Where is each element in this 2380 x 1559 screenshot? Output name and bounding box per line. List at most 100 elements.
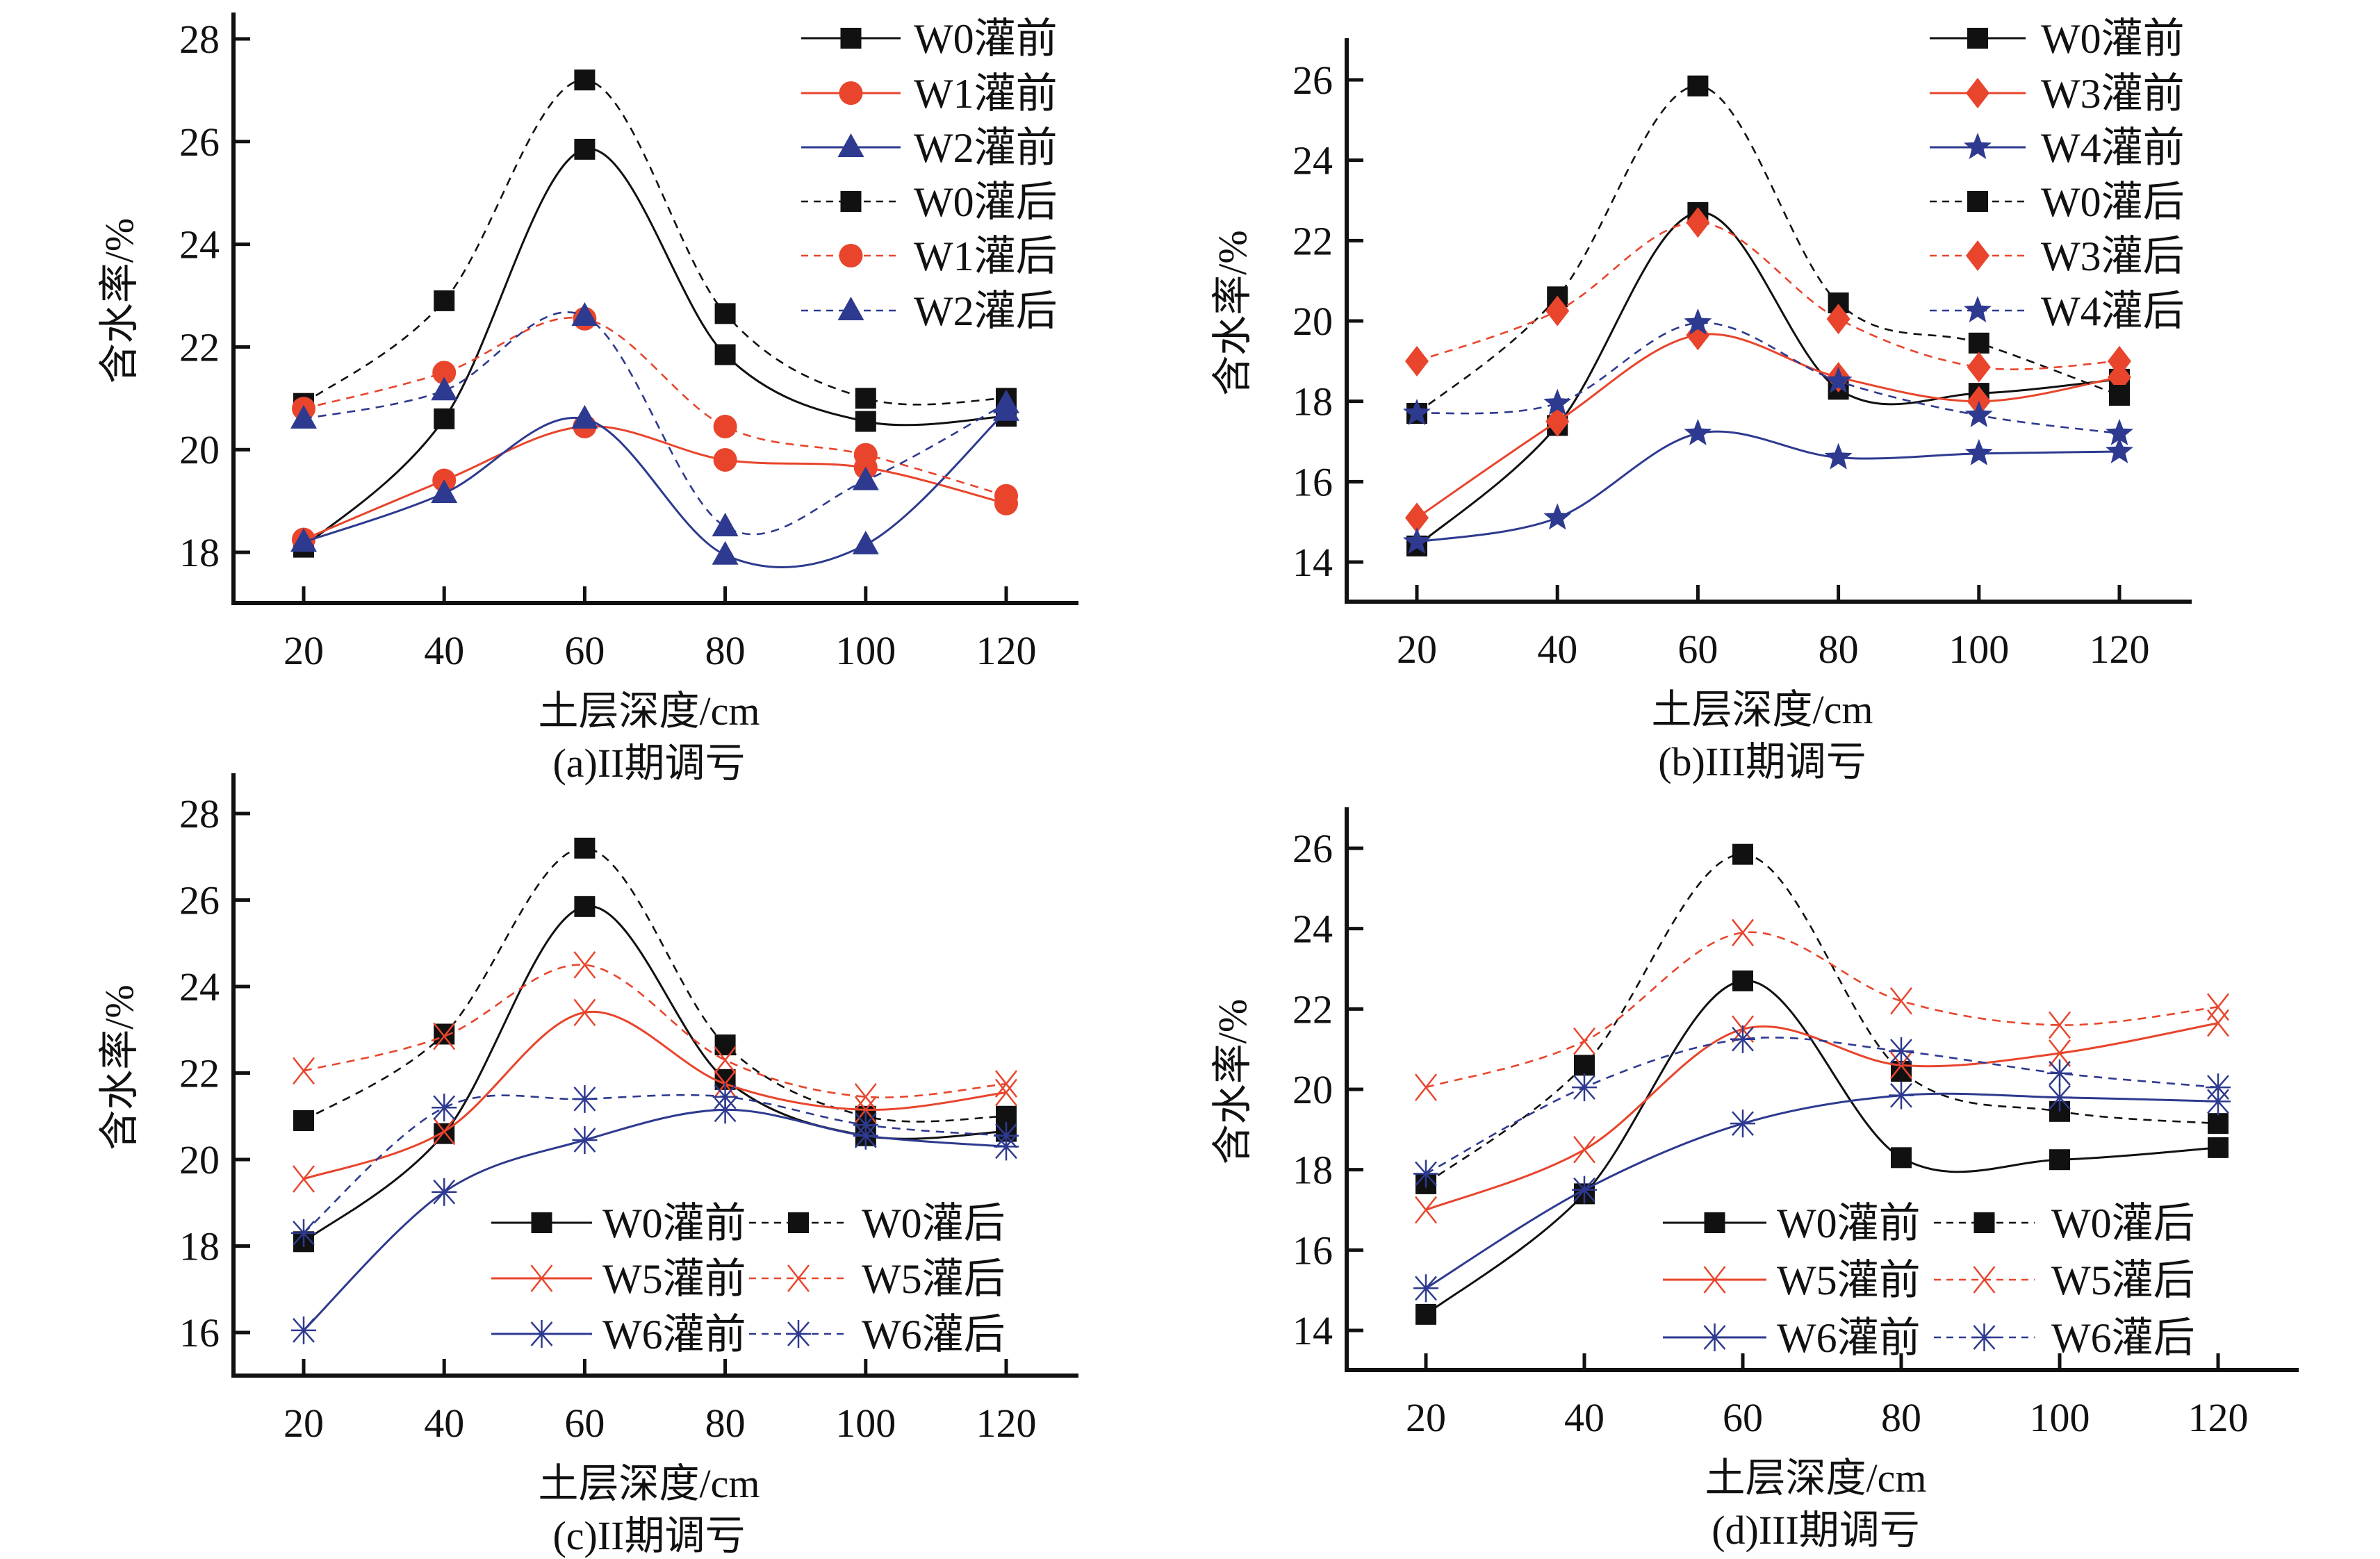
legend-item: W3灌后: [1930, 233, 2185, 279]
y-tick-label: 20: [179, 1137, 220, 1182]
series-W6灌后: [1413, 1025, 2231, 1188]
data-point-star: [1684, 418, 1712, 445]
series-W0灌前: [1415, 970, 2229, 1325]
data-point-square: [2208, 1113, 2229, 1135]
data-point-square: [574, 69, 596, 91]
legend-marker-diamond: [1966, 240, 1989, 271]
data-point-triangle: [852, 530, 879, 554]
x-tick-label: 120: [2090, 627, 2150, 672]
x-tick-label: 120: [976, 1401, 1037, 1446]
data-point-x: [573, 998, 596, 1027]
data-point-asterisk: [1413, 1160, 1438, 1188]
y-tick-label: 20: [1292, 1067, 1333, 1112]
y-tick-label: 14: [1292, 540, 1333, 585]
y-tick-label: 16: [1292, 1228, 1333, 1273]
panel-b: 20 40 60 80 100 120 14 16 18 20 22 24 26 土层深度/cm 含水率/%…: [1210, 16, 2192, 784]
legend-label: W4灌后: [2041, 288, 2185, 334]
series-W4灌后: [1403, 308, 2133, 445]
series-line: [303, 425, 1007, 541]
legend-label: W0灌后: [2051, 1201, 2195, 1246]
data-point-asterisk: [1889, 1081, 1914, 1110]
panel-caption: (c)II期调亏: [552, 1513, 745, 1558]
legend-label: W6灌前: [602, 1312, 746, 1358]
data-point-circle: [713, 447, 737, 472]
data-point-square: [574, 138, 596, 160]
legend-item: W6灌后: [1934, 1315, 2195, 1361]
data-point-x: [1890, 1051, 1912, 1080]
data-point-x: [573, 951, 596, 979]
legend-item: W0灌后: [1930, 179, 2185, 225]
data-point-x: [2049, 1039, 2071, 1067]
x-tick-label: 40: [1537, 627, 1577, 672]
series-W6灌后: [291, 1082, 1019, 1247]
data-point-square: [2109, 384, 2130, 406]
data-point-x: [1573, 1027, 1595, 1055]
series-W0灌后: [293, 69, 1017, 414]
data-point-asterisk: [712, 1082, 738, 1111]
data-point-square: [434, 290, 455, 311]
series-line: [303, 847, 1007, 1123]
x-tick-label: 60: [564, 1401, 605, 1446]
panel-a: 20 40 60 80 100 120 18 20 22 24 26 28 土层深度/cm 含水率/% (a…: [97, 13, 1078, 786]
legend: W0灌前 W3灌前 W4灌前 W0灌后 W3灌后 W4灌后: [1930, 16, 2185, 334]
data-point-diamond: [1545, 406, 1570, 437]
data-point-star: [1403, 399, 1431, 425]
data-point-x: [1415, 1196, 1437, 1224]
data-point-square: [2049, 1149, 2070, 1171]
legend-item: W0灌后: [749, 1201, 1006, 1246]
data-point-asterisk: [1572, 1176, 1597, 1204]
x-tick-label: 60: [1723, 1395, 1763, 1440]
legend-label: W5灌后: [2051, 1257, 2195, 1303]
data-point-diamond: [1545, 295, 1570, 327]
series-line: [1416, 221, 2120, 370]
legend-label: W6灌后: [862, 1312, 1006, 1358]
data-point-asterisk: [1413, 1274, 1438, 1303]
data-point-circle: [713, 414, 737, 438]
data-point-square: [434, 408, 455, 429]
legend-label: W0灌前: [2041, 16, 2185, 62]
series-W0灌后: [1406, 75, 2130, 424]
series-line: [303, 1094, 1007, 1234]
y-tick-label: 16: [179, 1310, 220, 1355]
series-line: [303, 410, 1008, 568]
data-point-x: [1732, 918, 1754, 947]
y-tick-label: 24: [1292, 907, 1333, 952]
y-tick-label: 28: [179, 17, 220, 62]
y-axis-title: 含水率/%: [1210, 230, 1255, 395]
panel-caption: (a)II期调亏: [552, 741, 745, 786]
legend-label: W3灌后: [2041, 233, 2185, 279]
data-point-asterisk: [2047, 1059, 2072, 1087]
data-point-square: [714, 344, 736, 365]
series-line: [1416, 333, 2120, 519]
series-W3灌后: [1405, 207, 2131, 383]
data-point-x: [995, 1078, 1017, 1107]
y-tick-label: 18: [179, 1224, 220, 1269]
y-tick-label: 22: [179, 1051, 220, 1096]
x-tick-label: 100: [1948, 627, 2009, 672]
data-point-star: [1403, 527, 1431, 554]
x-tick-label: 20: [1397, 627, 1437, 672]
legend-marker-diamond: [1966, 78, 1989, 108]
legend-marker-asterisk: [1971, 1323, 1997, 1351]
legend-item: W3灌前: [1930, 71, 2185, 117]
series-W3灌前: [1405, 320, 2131, 534]
x-tick-label: 40: [1564, 1395, 1605, 1440]
legend-marker-square: [1973, 1212, 1995, 1233]
data-point-asterisk: [291, 1316, 316, 1344]
data-point-square: [1891, 1147, 1912, 1169]
legend-item: W1灌后: [801, 233, 1058, 279]
y-tick-label: 18: [179, 530, 220, 575]
data-point-triangle: [571, 302, 598, 327]
y-axis-title: 含水率/%: [1210, 999, 1255, 1164]
data-point-square: [574, 837, 596, 859]
x-axis-title: 土层深度/cm: [539, 688, 760, 734]
data-point-diamond: [2108, 345, 2131, 377]
legend-item: W5灌后: [1934, 1257, 2195, 1303]
data-point-star: [1824, 366, 1853, 393]
x-axis-title: 土层深度/cm: [539, 1461, 760, 1506]
legend-marker-star: [1964, 296, 1992, 322]
legend-label: W0灌后: [862, 1201, 1006, 1246]
series-W0灌前: [293, 896, 1017, 1253]
series-W2灌后: [290, 302, 1019, 537]
x-tick-label: 120: [976, 628, 1037, 673]
